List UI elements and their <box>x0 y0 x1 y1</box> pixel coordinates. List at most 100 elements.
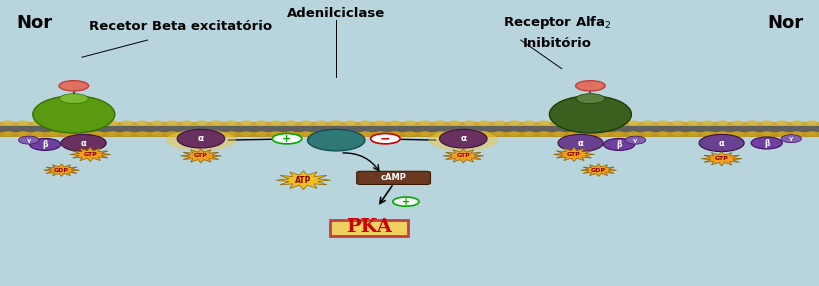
Circle shape <box>553 132 563 135</box>
Circle shape <box>315 121 325 125</box>
Circle shape <box>806 121 816 125</box>
Text: GDP: GDP <box>54 168 69 173</box>
Circle shape <box>791 132 801 135</box>
Circle shape <box>286 121 296 125</box>
Circle shape <box>509 132 518 135</box>
Circle shape <box>392 197 419 206</box>
Circle shape <box>627 121 637 125</box>
Circle shape <box>538 121 548 125</box>
Circle shape <box>762 121 771 125</box>
Ellipse shape <box>558 134 603 152</box>
Circle shape <box>226 121 236 125</box>
Text: GTP: GTP <box>194 153 207 158</box>
Circle shape <box>345 121 355 125</box>
Text: GTP: GTP <box>567 152 580 157</box>
Circle shape <box>93 121 102 125</box>
Circle shape <box>63 121 73 125</box>
Circle shape <box>167 121 177 125</box>
FancyBboxPatch shape <box>356 171 430 184</box>
Circle shape <box>464 132 474 135</box>
Text: β: β <box>763 138 768 148</box>
Circle shape <box>776 121 786 125</box>
Circle shape <box>434 121 444 125</box>
Text: α: α <box>717 138 724 148</box>
Circle shape <box>613 132 622 135</box>
Circle shape <box>806 132 816 135</box>
Text: Adenilciclase: Adenilciclase <box>287 7 385 20</box>
Ellipse shape <box>624 136 645 144</box>
Ellipse shape <box>575 94 604 104</box>
Circle shape <box>345 132 355 135</box>
Polygon shape <box>180 149 221 163</box>
Ellipse shape <box>165 129 236 151</box>
Circle shape <box>182 121 192 125</box>
Circle shape <box>315 132 325 135</box>
Circle shape <box>152 132 161 135</box>
Ellipse shape <box>307 129 364 151</box>
Circle shape <box>791 121 801 125</box>
Circle shape <box>776 132 786 135</box>
Circle shape <box>598 132 608 135</box>
Circle shape <box>702 132 712 135</box>
Circle shape <box>613 121 622 125</box>
Circle shape <box>449 132 459 135</box>
Text: α: α <box>197 134 204 143</box>
Circle shape <box>627 132 637 135</box>
Circle shape <box>509 121 518 125</box>
Ellipse shape <box>59 94 88 104</box>
Circle shape <box>672 132 682 135</box>
Polygon shape <box>553 147 594 162</box>
Circle shape <box>271 121 281 125</box>
Circle shape <box>479 121 489 125</box>
Circle shape <box>271 132 281 135</box>
Ellipse shape <box>29 138 61 150</box>
Circle shape <box>137 121 147 125</box>
Circle shape <box>762 132 771 135</box>
Text: Recetor Beta excitatório: Recetor Beta excitatório <box>88 20 272 33</box>
Circle shape <box>370 134 400 144</box>
Text: α: α <box>459 134 466 143</box>
Text: GTP: GTP <box>714 156 727 161</box>
Circle shape <box>434 132 444 135</box>
Text: α: α <box>80 138 87 148</box>
Circle shape <box>658 132 667 135</box>
Circle shape <box>360 121 370 125</box>
Polygon shape <box>276 171 330 190</box>
Ellipse shape <box>428 129 497 151</box>
Circle shape <box>419 121 429 125</box>
Circle shape <box>419 132 429 135</box>
Circle shape <box>167 132 177 135</box>
Circle shape <box>107 121 117 125</box>
Circle shape <box>48 132 57 135</box>
Text: ATP: ATP <box>295 176 311 185</box>
Circle shape <box>256 132 266 135</box>
Circle shape <box>687 132 697 135</box>
Text: +: + <box>282 134 292 144</box>
Text: α: α <box>577 138 583 148</box>
FancyBboxPatch shape <box>330 220 407 236</box>
Circle shape <box>107 132 117 135</box>
Ellipse shape <box>18 136 38 144</box>
Circle shape <box>48 121 57 125</box>
Circle shape <box>598 121 608 125</box>
Circle shape <box>272 134 301 144</box>
Circle shape <box>575 81 604 91</box>
Text: γ: γ <box>632 138 637 143</box>
Text: Nor: Nor <box>767 14 803 32</box>
Ellipse shape <box>699 134 744 152</box>
Circle shape <box>330 121 340 125</box>
Circle shape <box>63 132 73 135</box>
Ellipse shape <box>603 138 634 150</box>
Circle shape <box>449 121 459 125</box>
Circle shape <box>375 121 385 125</box>
FancyBboxPatch shape <box>0 126 819 132</box>
Ellipse shape <box>549 96 631 133</box>
Ellipse shape <box>780 135 800 143</box>
Circle shape <box>746 121 756 125</box>
Circle shape <box>731 132 741 135</box>
Circle shape <box>523 132 533 135</box>
Circle shape <box>301 121 310 125</box>
Circle shape <box>568 121 578 125</box>
Circle shape <box>731 121 741 125</box>
Circle shape <box>330 132 340 135</box>
